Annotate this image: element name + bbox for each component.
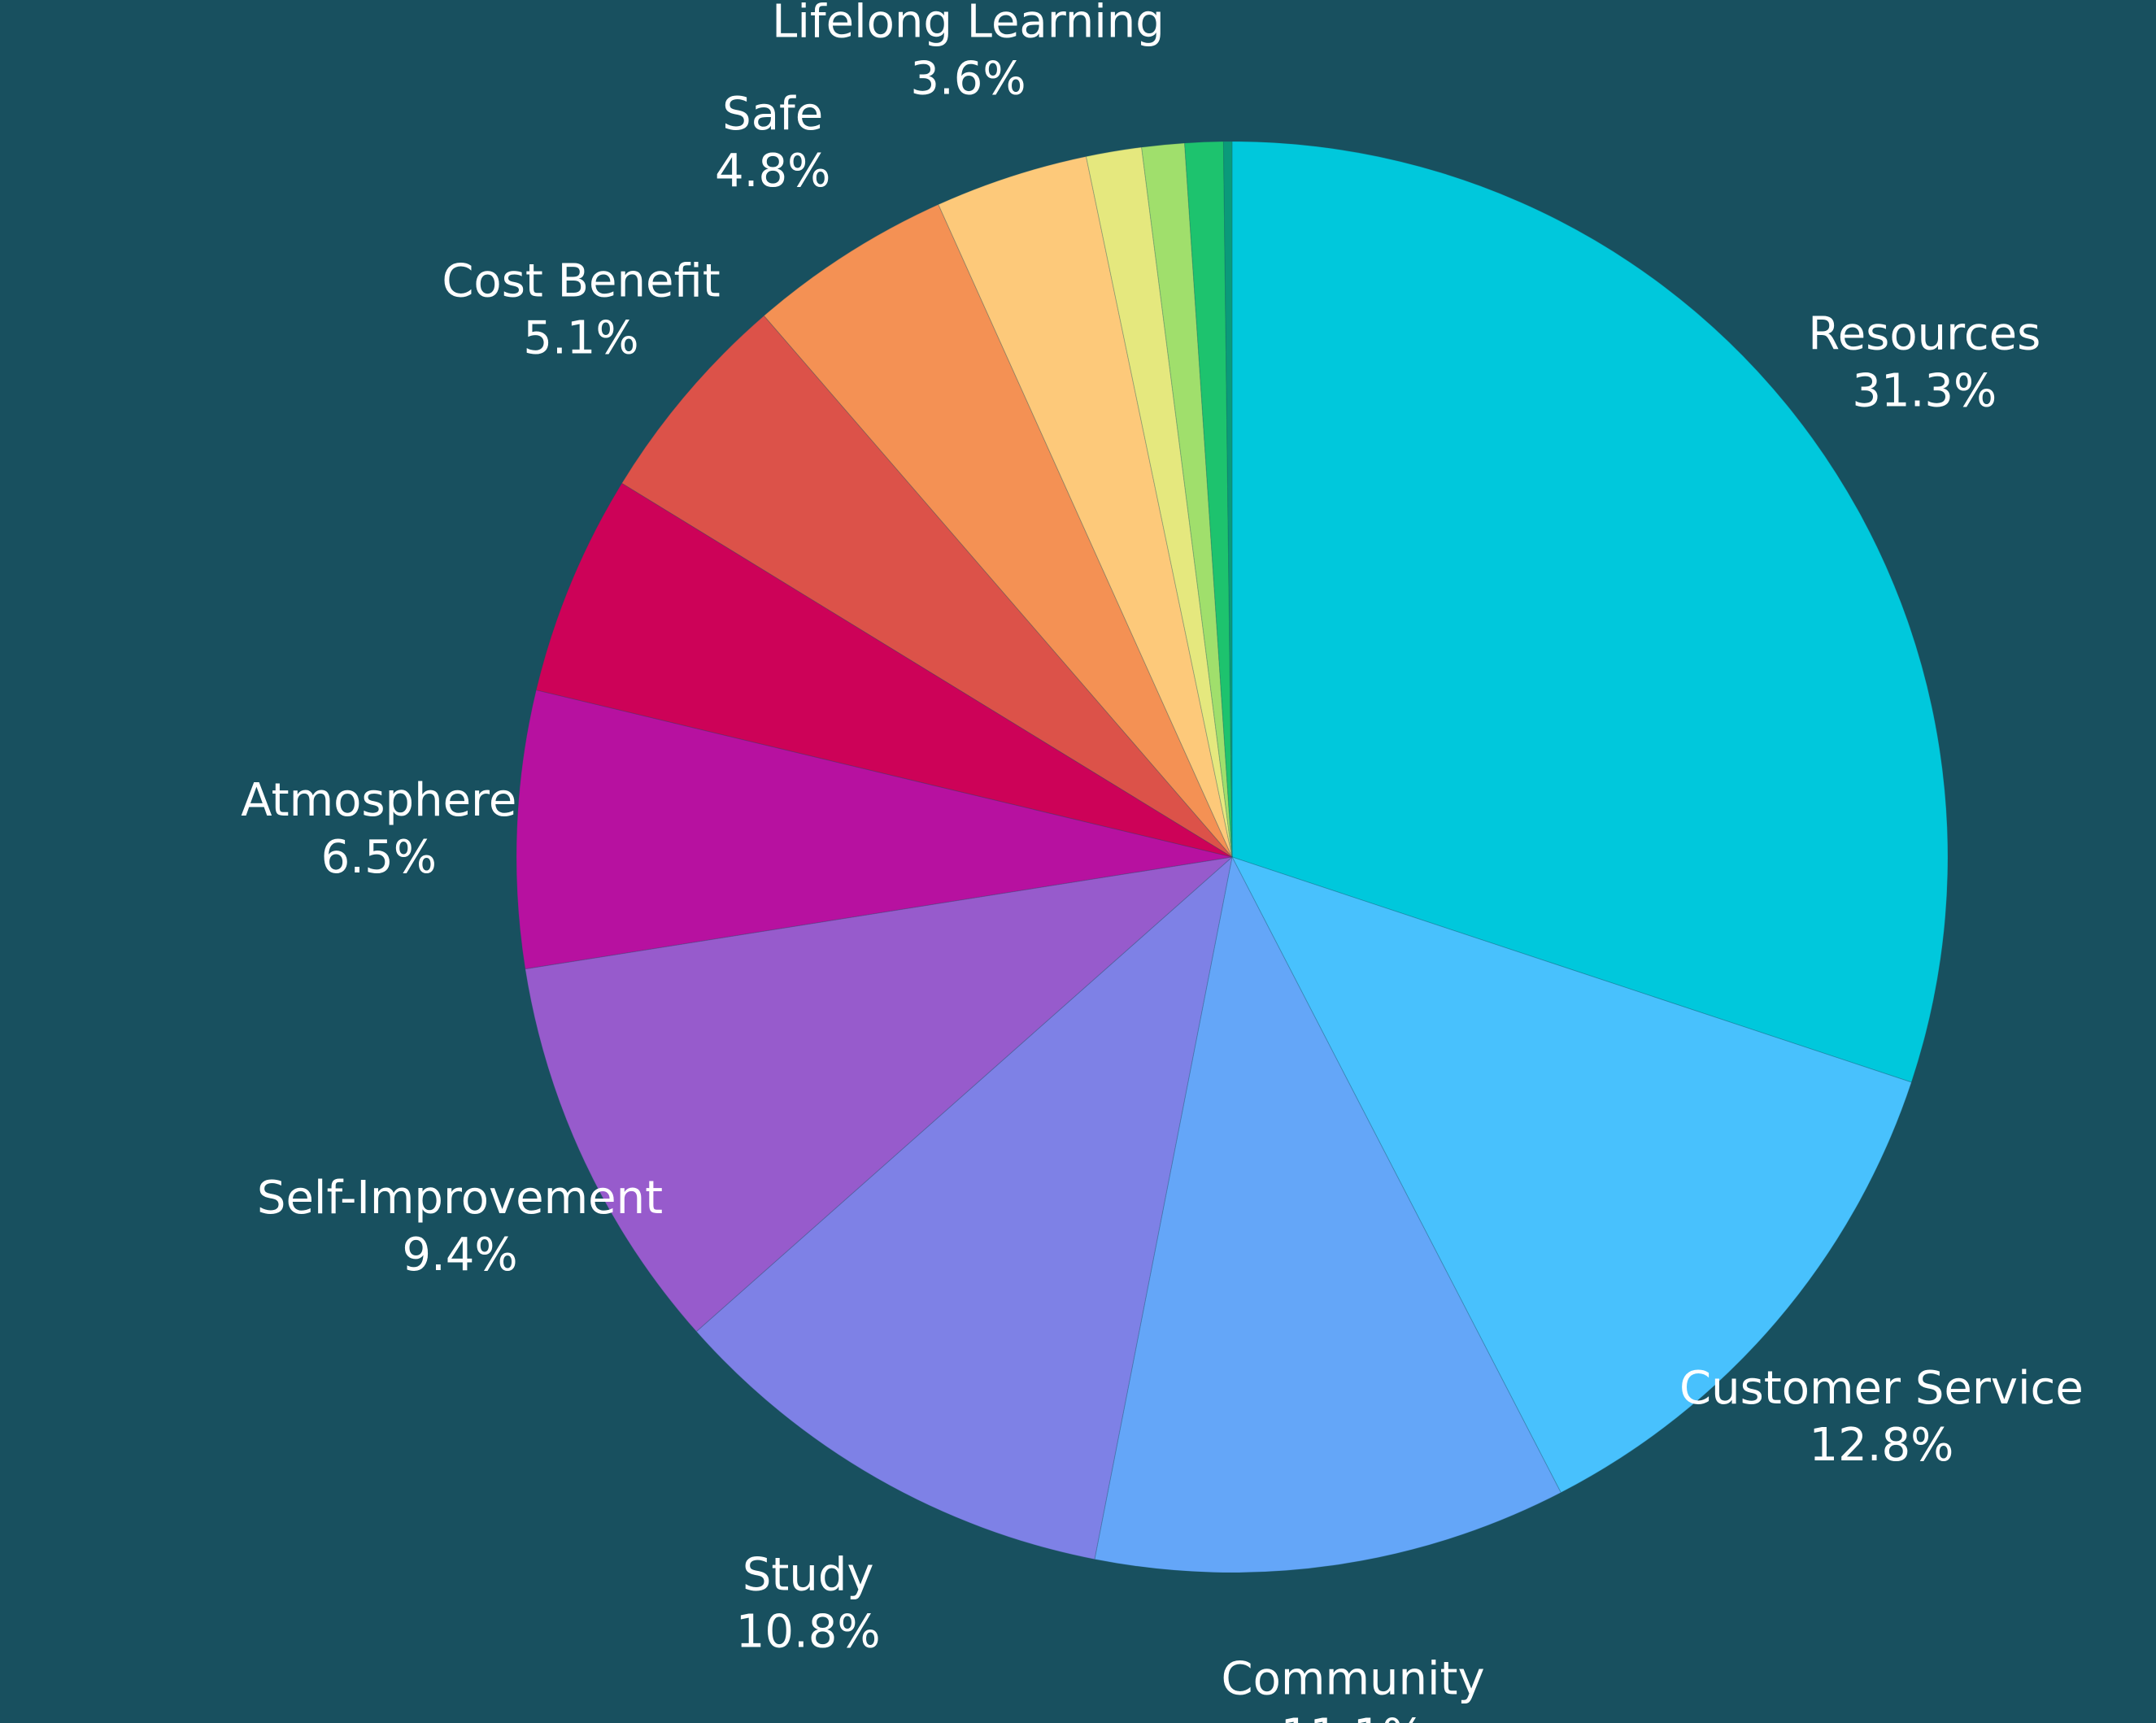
slice-percent-lifelong-learning: 3.6% — [910, 52, 1026, 105]
pie-slice-atmosphere — [516, 689, 1233, 970]
pie-slice-self-improvement — [525, 856, 1234, 1333]
slice-label-resources: Resources — [1808, 307, 2041, 360]
pie-slice-customer-service — [1230, 856, 1912, 1494]
slice-percent-customer-service: 12.8% — [1809, 1419, 1953, 1472]
slice-label-atmosphere: Atmosphere — [241, 774, 516, 827]
slice-percent-atmosphere: 6.5% — [321, 831, 437, 884]
pie-slice-community — [1094, 855, 1561, 1573]
slice-label-customer-service: Customer Service — [1679, 1362, 2084, 1415]
pie-slice-unlabeled-10 — [1085, 146, 1233, 858]
pie-slices — [516, 141, 1949, 1573]
pie-slice-study — [695, 855, 1233, 1560]
pie-slice-unlabeled-11 — [1141, 142, 1233, 858]
pie-slice-resources — [1231, 141, 1949, 1083]
slice-percent-community: 11.1% — [1281, 1709, 1426, 1723]
slice-percent-safe: 4.8% — [715, 145, 830, 198]
slice-label-safe: Safe — [722, 88, 823, 141]
pie-slice-unlabeled-6 — [535, 482, 1233, 858]
slice-label-self-improvement: Self-Improvement — [257, 1172, 663, 1225]
pie-slice-lifelong-learning — [938, 155, 1233, 858]
slice-percent-cost-benefit: 5.1% — [523, 312, 638, 365]
slice-label-lifelong-learning: Lifelong Learning — [772, 0, 1165, 48]
pie-slice-safe — [763, 203, 1233, 858]
pie-slice-unlabeled-12 — [1184, 141, 1233, 858]
slice-percent-study: 10.8% — [736, 1605, 881, 1658]
pie-slice-unlabeled-13 — [1222, 141, 1233, 858]
slice-percent-self-improvement: 9.4% — [402, 1229, 517, 1281]
slice-percent-resources: 31.3% — [1852, 364, 1997, 417]
pie-slice-cost-benefit — [621, 315, 1233, 858]
slice-label-study: Study — [743, 1548, 874, 1601]
slice-label-community: Community — [1222, 1652, 1485, 1705]
slice-label-cost-benefit: Cost Benefit — [442, 255, 720, 308]
